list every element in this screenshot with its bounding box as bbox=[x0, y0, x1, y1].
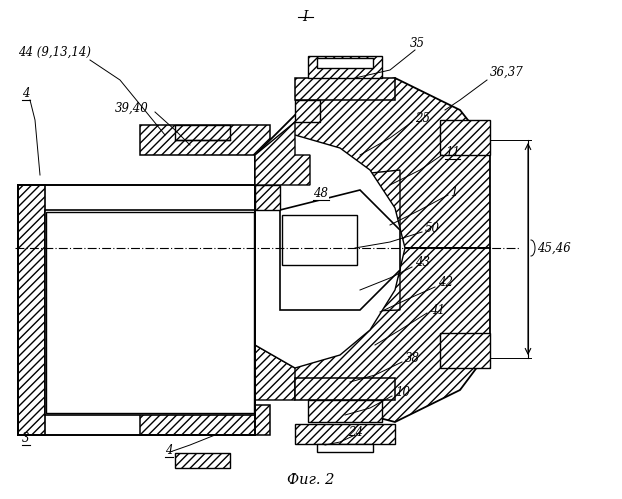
Bar bbox=[282, 215, 357, 265]
Text: 36,37: 36,37 bbox=[490, 65, 524, 78]
Polygon shape bbox=[308, 56, 382, 78]
Text: 39,40: 39,40 bbox=[115, 101, 149, 114]
Bar bbox=[317, 444, 373, 452]
Polygon shape bbox=[308, 400, 382, 422]
Polygon shape bbox=[140, 405, 270, 435]
Polygon shape bbox=[18, 185, 45, 435]
Text: 4: 4 bbox=[165, 444, 172, 457]
Text: 50: 50 bbox=[425, 222, 440, 235]
Polygon shape bbox=[295, 424, 395, 444]
Text: 3: 3 bbox=[22, 432, 29, 445]
Text: Фиг. 2: Фиг. 2 bbox=[287, 473, 335, 487]
Text: 41: 41 bbox=[430, 303, 445, 316]
Polygon shape bbox=[440, 120, 490, 155]
Text: 11: 11 bbox=[445, 146, 460, 159]
Polygon shape bbox=[18, 245, 255, 310]
Text: 24: 24 bbox=[348, 426, 363, 439]
Text: 35: 35 bbox=[410, 36, 425, 49]
Text: 25: 25 bbox=[415, 111, 430, 124]
Polygon shape bbox=[140, 125, 270, 155]
Polygon shape bbox=[45, 210, 255, 415]
Text: 1: 1 bbox=[450, 186, 458, 199]
Polygon shape bbox=[255, 78, 490, 248]
Text: 4: 4 bbox=[22, 86, 29, 99]
Polygon shape bbox=[175, 453, 230, 468]
Text: 48: 48 bbox=[313, 187, 328, 200]
Text: 45,46: 45,46 bbox=[537, 242, 571, 254]
Bar bbox=[317, 58, 373, 68]
Polygon shape bbox=[255, 248, 490, 422]
Text: 10: 10 bbox=[395, 386, 410, 399]
Polygon shape bbox=[46, 212, 254, 413]
Text: I: I bbox=[302, 10, 308, 24]
Polygon shape bbox=[440, 333, 490, 368]
Polygon shape bbox=[295, 378, 395, 400]
Polygon shape bbox=[255, 170, 400, 400]
Polygon shape bbox=[255, 122, 310, 185]
Text: 43: 43 bbox=[415, 256, 430, 269]
Polygon shape bbox=[280, 190, 400, 310]
Polygon shape bbox=[255, 135, 405, 368]
Polygon shape bbox=[18, 310, 255, 375]
Text: 44 (9,13,14): 44 (9,13,14) bbox=[18, 45, 91, 58]
Polygon shape bbox=[175, 125, 230, 140]
Text: 42: 42 bbox=[438, 276, 453, 289]
Polygon shape bbox=[295, 100, 320, 122]
Polygon shape bbox=[255, 185, 280, 210]
Polygon shape bbox=[295, 78, 395, 100]
Text: 38: 38 bbox=[405, 351, 420, 364]
